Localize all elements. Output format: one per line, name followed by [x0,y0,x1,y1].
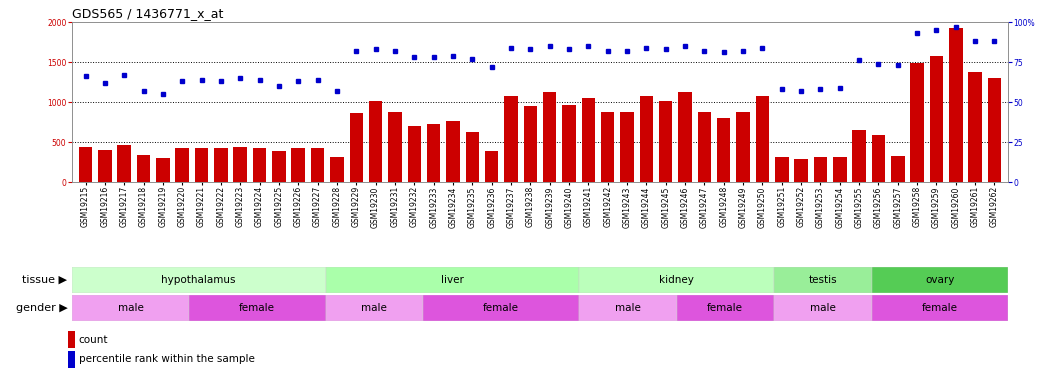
Bar [578,267,774,293]
Bar [330,157,344,182]
Bar [253,148,266,182]
Bar [813,157,827,182]
Text: GDS565 / 1436771_x_at: GDS565 / 1436771_x_at [72,7,223,20]
Bar [156,158,170,182]
Bar [68,332,75,348]
Bar [949,28,962,182]
Bar [659,101,673,182]
Bar [465,132,479,182]
Bar [677,295,774,321]
Bar [388,112,401,182]
Bar [291,148,305,182]
Text: male: male [362,303,387,313]
Text: male: male [615,303,640,313]
Text: ovary: ovary [925,275,955,285]
Bar [99,150,112,182]
Bar [717,118,730,182]
Bar [582,98,595,182]
Bar [423,295,578,321]
Text: female: female [239,303,276,313]
Bar [175,148,189,182]
Text: hypothalamus: hypothalamus [161,275,236,285]
Bar [72,295,189,321]
Bar [774,295,872,321]
Bar [774,157,788,182]
Text: count: count [79,335,108,345]
Bar [639,96,653,182]
Bar [833,157,847,182]
Bar [369,101,383,182]
Bar [408,126,421,182]
Bar [872,267,1008,293]
Text: gender ▶: gender ▶ [16,303,67,313]
Bar [911,63,924,182]
Bar [930,56,943,182]
Bar [189,295,326,321]
Bar [311,148,325,182]
Text: kidney: kidney [659,275,694,285]
Bar [852,130,866,182]
Bar [774,267,872,293]
Bar [872,135,886,182]
Bar [214,148,227,182]
Bar [968,72,982,182]
Bar [543,92,556,182]
Bar [326,295,423,321]
Bar [72,267,326,293]
Text: female: female [483,303,519,313]
Bar [504,96,518,182]
Bar [234,147,247,182]
Bar [678,92,692,182]
Text: liver: liver [441,275,463,285]
Bar [756,96,769,182]
Text: percentile rank within the sample: percentile rank within the sample [79,354,255,364]
Text: male: male [810,303,835,313]
Bar [117,145,131,182]
Bar [272,151,286,182]
Bar [79,147,92,182]
Bar [987,78,1001,182]
Bar [427,124,440,182]
Bar [620,112,634,182]
Bar [891,156,904,182]
Text: female: female [922,303,958,313]
Bar [195,148,209,182]
Bar [794,159,808,182]
Text: tissue ▶: tissue ▶ [22,275,67,285]
Bar [601,112,614,182]
Bar [562,105,575,182]
Bar [524,106,537,182]
Text: testis: testis [808,275,837,285]
Bar [446,121,460,182]
Text: female: female [707,303,743,313]
Bar [485,151,499,182]
Bar [698,112,712,182]
Bar [578,295,677,321]
Bar [872,295,1008,321]
Bar [737,112,749,182]
Bar [68,351,75,368]
Bar [137,155,150,182]
Bar [326,267,578,293]
Text: male: male [117,303,144,313]
Bar [350,113,363,182]
